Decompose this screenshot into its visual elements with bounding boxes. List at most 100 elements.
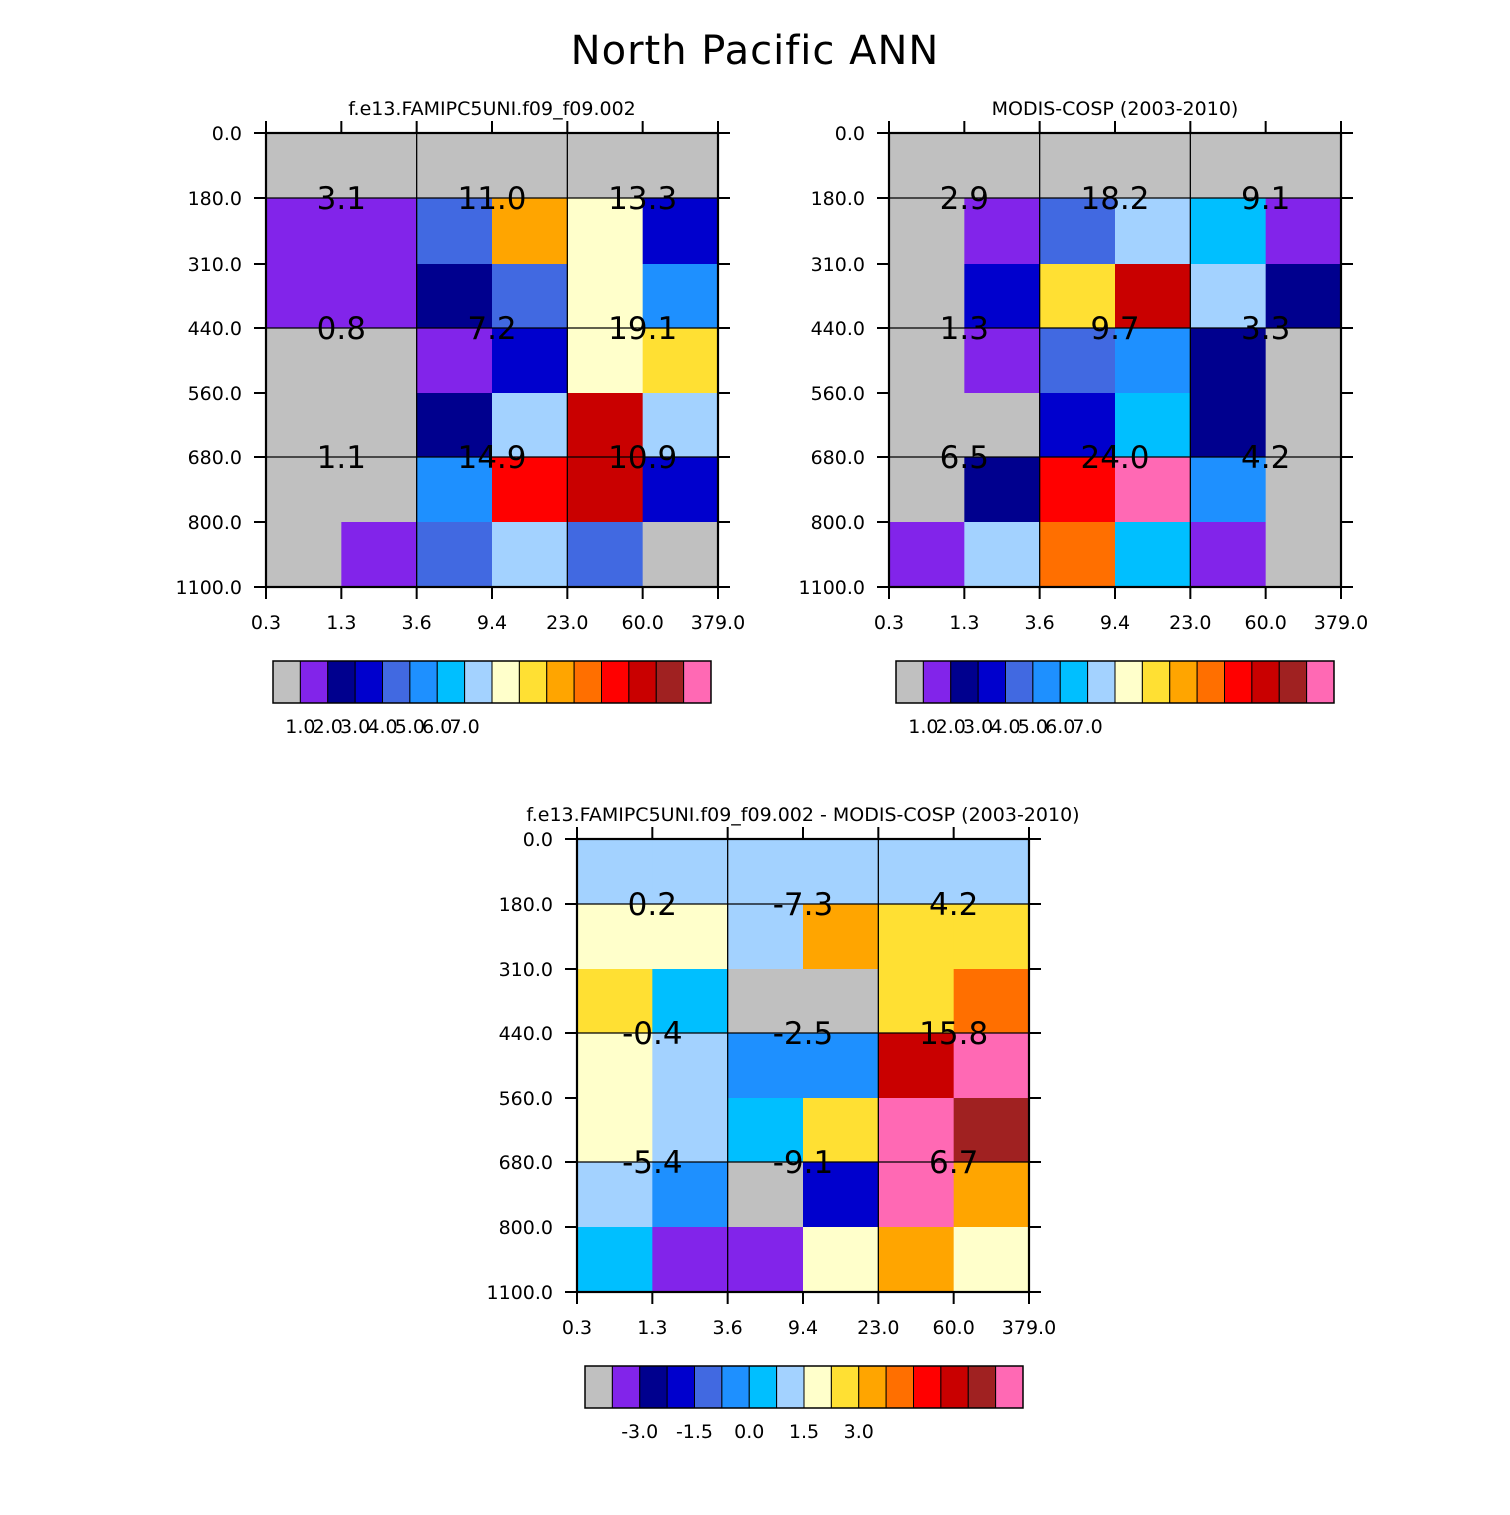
heatmap-cell — [889, 133, 965, 199]
heatmap-cell — [341, 133, 418, 199]
y-tick-label: 680.0 — [499, 1152, 553, 1174]
heatmap-cell — [1190, 198, 1267, 265]
heatmap-cell — [642, 198, 719, 265]
colorbar-label: 0.0 — [734, 1421, 764, 1443]
heatmap-cell — [803, 969, 879, 1034]
heatmap-cell — [416, 133, 493, 199]
heatmap-cell — [1190, 457, 1267, 523]
heatmap-cell — [642, 328, 719, 394]
heatmap-cell — [1265, 198, 1342, 265]
heatmap-cell — [878, 1162, 955, 1228]
heatmap-cell — [1265, 393, 1342, 458]
colorbar-label: 6.0 — [1045, 716, 1075, 738]
heatmap-cell — [1039, 133, 1116, 199]
heatmap-cell — [953, 969, 1030, 1034]
heatmap-cell — [1115, 264, 1191, 329]
heatmap-cell — [1039, 457, 1116, 523]
heatmap-cell — [341, 457, 418, 523]
colorbar-swatch — [1278, 660, 1308, 704]
y-tick-label: 440.0 — [499, 1023, 553, 1045]
colorbar-swatch — [584, 1365, 613, 1409]
panel-title-obs: MODIS-COSP (2003-2010) — [992, 98, 1239, 120]
heatmap-cell — [266, 522, 342, 588]
colorbar-swatch — [940, 1365, 969, 1409]
cell-value-label: -2.5 — [773, 1016, 834, 1052]
heatmap-cell — [1115, 457, 1191, 523]
heatmap-cell — [1190, 393, 1267, 458]
x-tick-label: 9.4 — [477, 612, 507, 634]
colorbar-swatch — [683, 660, 712, 704]
heatmap-cell — [953, 1162, 1030, 1228]
heatmap-cell — [1265, 328, 1342, 394]
cell-value-label: 6.5 — [940, 440, 989, 476]
colorbar-swatch — [1032, 660, 1061, 704]
cell-value-label: 13.3 — [608, 181, 677, 217]
heatmap-cell — [1115, 522, 1191, 588]
cell-value-label: 11.0 — [457, 181, 526, 217]
colorbar-swatch — [601, 660, 630, 704]
main-title: North Pacific ANN — [570, 28, 940, 74]
heatmap-cell — [727, 839, 804, 905]
heatmap-cell — [953, 1227, 1030, 1293]
heatmap-cell — [492, 522, 568, 588]
heatmap-cell — [492, 133, 568, 199]
colorbar-swatch — [436, 660, 466, 704]
heatmap-cell — [1265, 264, 1342, 329]
heatmap-cell — [1039, 264, 1116, 329]
cell-value-label: 1.1 — [317, 440, 366, 476]
x-tick-label: 60.0 — [622, 612, 664, 634]
cell-value-label: 4.2 — [929, 887, 978, 923]
y-tick-label: 0.0 — [212, 123, 242, 145]
y-tick-label: 1100.0 — [176, 577, 242, 599]
colorbar-swatch — [1114, 660, 1143, 704]
heatmap-cell — [266, 328, 342, 394]
cell-value-label: -0.4 — [622, 1016, 683, 1052]
heatmap-cell — [492, 393, 568, 458]
heatmap-cell — [642, 393, 719, 458]
x-tick-label: 1.3 — [949, 612, 979, 634]
heatmap-cell — [492, 457, 568, 523]
y-tick-label: 1100.0 — [799, 577, 865, 599]
heatmap-cell — [727, 969, 804, 1034]
colorbar-swatch — [858, 1365, 887, 1409]
heatmap-cell — [341, 328, 418, 394]
colorbar-swatch — [354, 660, 383, 704]
colorbar-label: 3.0 — [340, 716, 370, 738]
heatmap-cell — [492, 198, 568, 265]
x-tick-label: 3.6 — [402, 612, 432, 634]
y-tick-label: 440.0 — [811, 318, 865, 340]
heatmap-cell — [416, 522, 493, 588]
colorbar-label: 1.0 — [285, 716, 315, 738]
colorbar-swatch — [803, 1365, 832, 1409]
heatmap-cell — [803, 839, 879, 905]
colorbar-swatch — [518, 660, 548, 704]
y-tick-label: 440.0 — [188, 318, 242, 340]
panel-title-diff: f.e13.FAMIPC5UNI.f09_f09.002 - MODIS-COS… — [526, 804, 1079, 826]
heatmap-cell — [642, 522, 719, 588]
cell-value-label: 6.7 — [929, 1145, 978, 1181]
heatmap-cell — [878, 969, 955, 1034]
colorbar-label: 7.0 — [450, 716, 480, 738]
x-tick-label: 23.0 — [546, 612, 588, 634]
heatmap-cell — [577, 1033, 653, 1099]
colorbar-swatch — [299, 660, 329, 704]
y-tick-label: 560.0 — [499, 1088, 553, 1110]
cell-value-label: 14.9 — [457, 440, 526, 476]
y-tick-label: 680.0 — [188, 447, 242, 469]
colorbar-swatch — [464, 660, 493, 704]
colorbar-label: 1.0 — [908, 716, 938, 738]
heatmap-cell — [577, 1098, 653, 1163]
cell-value-label: 10.9 — [608, 440, 677, 476]
heatmap-cell — [652, 969, 729, 1034]
colorbar-swatch — [409, 660, 438, 704]
heatmap-cell — [652, 1098, 729, 1163]
cell-value-label: 7.2 — [467, 311, 516, 347]
heatmap-cell — [341, 393, 418, 458]
heatmap-cell — [803, 1227, 879, 1293]
y-tick-label: 0.0 — [523, 829, 553, 851]
heatmap-cell — [567, 133, 644, 199]
y-tick-label: 180.0 — [811, 188, 865, 210]
heatmap-cell — [803, 1098, 879, 1163]
